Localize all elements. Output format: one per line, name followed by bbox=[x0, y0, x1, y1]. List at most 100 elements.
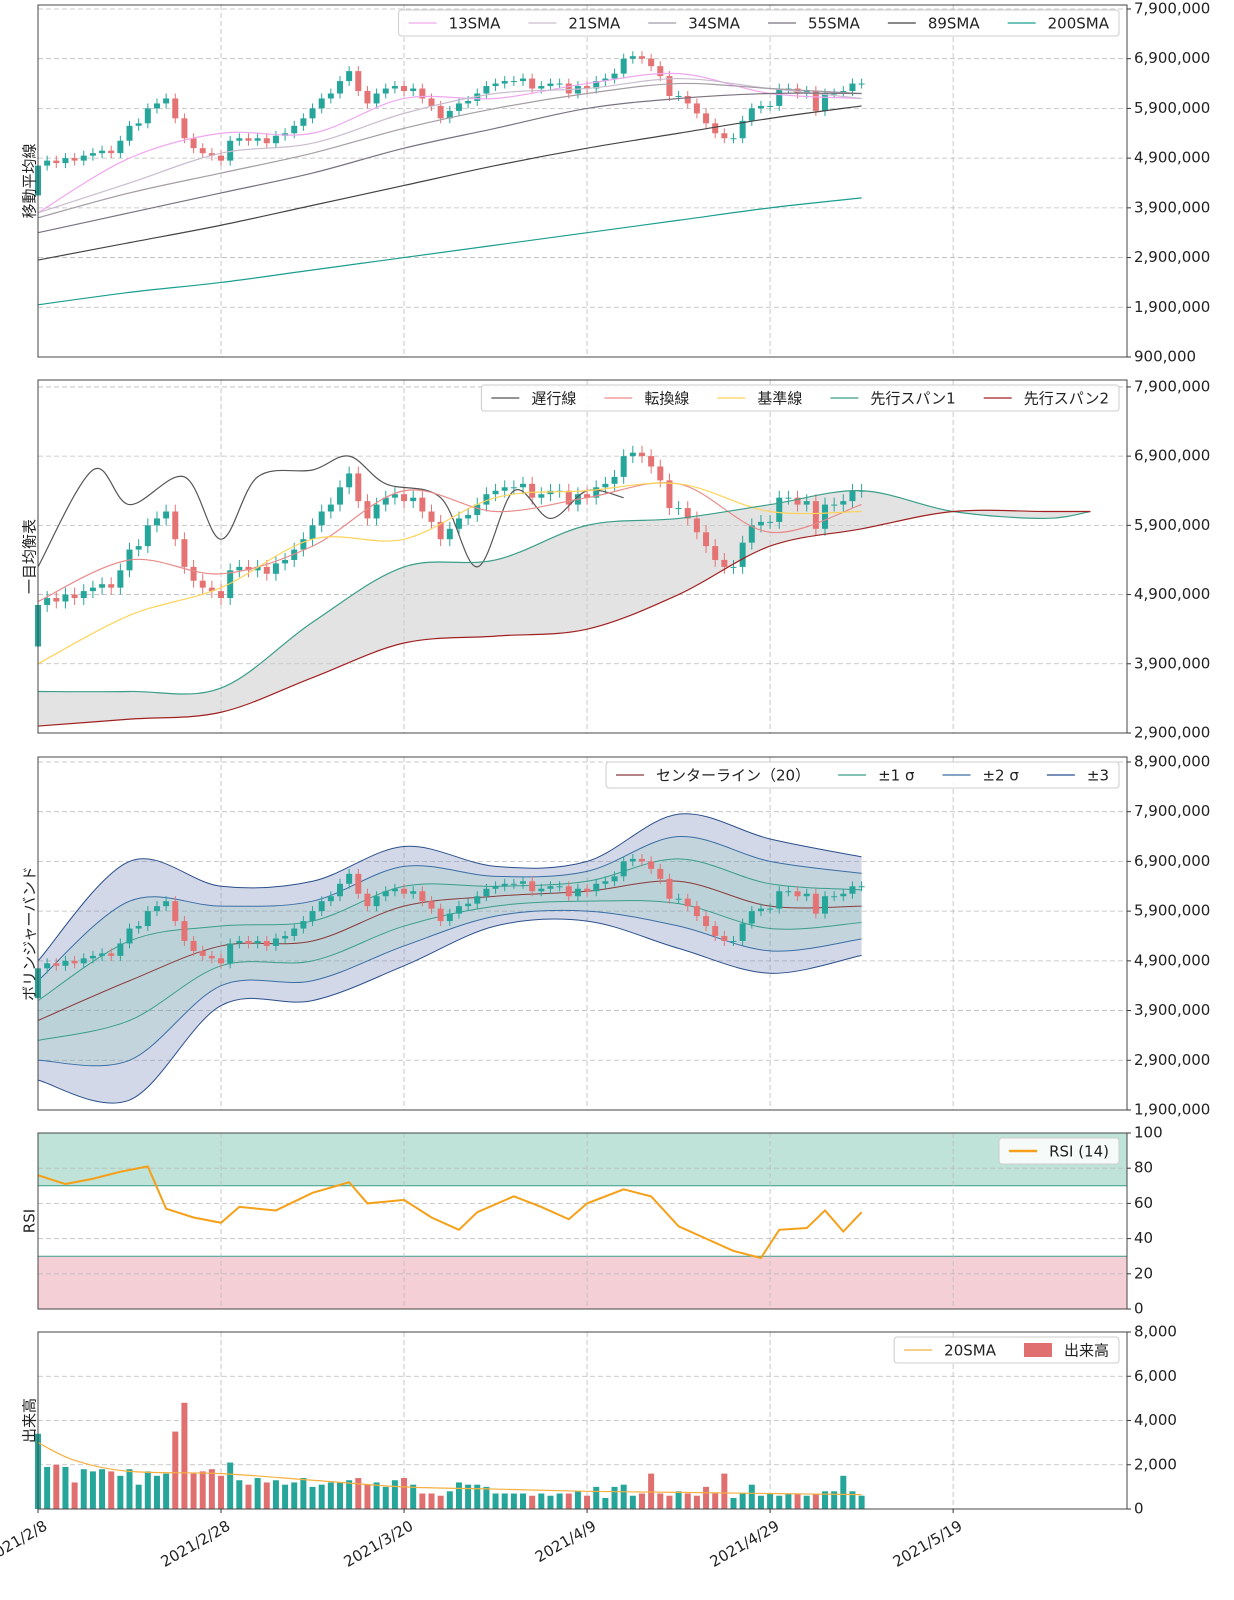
candle-body bbox=[693, 906, 700, 917]
y-tick-label: 1,900,000 bbox=[1134, 298, 1210, 316]
candle-body bbox=[254, 940, 261, 944]
band-lower bbox=[37, 900, 862, 1041]
legend-label: 先行スパン1 bbox=[870, 390, 955, 408]
x-tick-label: 2021/2/8 bbox=[0, 1517, 50, 1566]
candle-body bbox=[272, 135, 279, 144]
candle-body bbox=[822, 896, 829, 914]
candle-body bbox=[227, 570, 234, 599]
y-tick-label: 5,900,000 bbox=[1134, 516, 1210, 534]
candle-body bbox=[245, 566, 252, 571]
candle-body bbox=[117, 140, 124, 154]
candle-body bbox=[373, 93, 380, 104]
legend-box bbox=[398, 9, 1120, 37]
candle-body bbox=[510, 81, 517, 83]
volume-bar bbox=[53, 1464, 60, 1509]
candle-body bbox=[840, 501, 847, 505]
legend-label: 34SMA bbox=[688, 15, 741, 33]
candle-body bbox=[190, 940, 197, 951]
candle-body bbox=[538, 888, 545, 892]
candle-body bbox=[611, 73, 618, 79]
volume-bar bbox=[135, 1484, 142, 1509]
candle-body bbox=[89, 587, 96, 592]
candle-body bbox=[53, 160, 60, 164]
candle-body bbox=[62, 960, 69, 966]
candle-body bbox=[593, 81, 600, 89]
candle-body bbox=[803, 893, 810, 897]
candle-body bbox=[135, 926, 142, 929]
y-tick-label: 2,900,000 bbox=[1134, 724, 1210, 742]
volume-bar bbox=[346, 1480, 353, 1509]
candle-body bbox=[703, 113, 710, 124]
candle-body bbox=[474, 504, 481, 515]
volume-bar bbox=[785, 1493, 792, 1509]
candle-body bbox=[163, 511, 170, 519]
candle-body bbox=[391, 888, 398, 892]
band-lower bbox=[37, 909, 862, 1067]
candle-body bbox=[584, 86, 591, 89]
candle-body bbox=[712, 926, 719, 936]
volume-bar bbox=[282, 1484, 289, 1509]
candle-body bbox=[492, 83, 499, 87]
volume-bar bbox=[80, 1469, 87, 1509]
candle-body bbox=[53, 598, 60, 602]
legend-label: 89SMA bbox=[928, 15, 981, 33]
volume-bar bbox=[428, 1493, 435, 1509]
volume-bar bbox=[675, 1491, 682, 1509]
candle-body bbox=[556, 886, 563, 888]
candle-body bbox=[739, 120, 746, 139]
candle-body bbox=[574, 888, 581, 897]
candle-body bbox=[282, 935, 289, 939]
candle-body bbox=[638, 452, 645, 457]
x-tick-label: 2021/5/19 bbox=[890, 1517, 966, 1571]
volume-bar bbox=[822, 1491, 829, 1509]
candle-body bbox=[153, 518, 160, 526]
candle-body bbox=[108, 584, 115, 588]
y-tick-label: 8,900,000 bbox=[1134, 752, 1210, 770]
candle-body bbox=[483, 494, 490, 505]
candle-body bbox=[455, 906, 462, 914]
candle-body bbox=[208, 587, 215, 592]
candle-body bbox=[199, 148, 206, 154]
candle-body bbox=[584, 888, 591, 892]
candle-body bbox=[785, 497, 792, 499]
volume-bar bbox=[227, 1462, 234, 1509]
candle-body bbox=[208, 153, 215, 156]
candle-body bbox=[529, 881, 536, 892]
volume-bar bbox=[757, 1495, 764, 1509]
candle-body bbox=[309, 911, 316, 922]
volume-bar bbox=[245, 1484, 252, 1509]
volume-bar bbox=[538, 1493, 545, 1509]
volume-bar bbox=[117, 1475, 124, 1509]
y-tick-label: 5,900,000 bbox=[1134, 99, 1210, 117]
candle-body bbox=[446, 110, 453, 119]
candle-body bbox=[199, 950, 206, 956]
candle-body bbox=[71, 960, 78, 964]
volume-bar bbox=[263, 1482, 270, 1509]
candle-body bbox=[346, 473, 353, 488]
volume-bar bbox=[99, 1469, 106, 1509]
candle-body bbox=[657, 466, 664, 481]
volume-bar bbox=[666, 1495, 673, 1509]
candle-body bbox=[483, 86, 490, 94]
candle-body bbox=[144, 911, 151, 927]
candle-body bbox=[794, 497, 801, 505]
candle-body bbox=[849, 83, 856, 92]
volume-bar bbox=[620, 1484, 627, 1509]
candle-body bbox=[849, 886, 856, 894]
volume-bar bbox=[712, 1493, 719, 1509]
candle-body bbox=[172, 901, 179, 922]
sma-line bbox=[37, 77, 862, 214]
candle-body bbox=[712, 546, 719, 560]
legend: センターライン（20） ±1 σ ±2 σ ±3 bbox=[605, 761, 1120, 789]
candle-body bbox=[721, 133, 728, 139]
candle-body bbox=[309, 108, 316, 119]
candle-body bbox=[858, 886, 865, 888]
y-tick-label: 4,000 bbox=[1134, 1411, 1177, 1429]
candle-body bbox=[419, 891, 426, 902]
volume-bar bbox=[236, 1480, 243, 1509]
candle-body bbox=[282, 559, 289, 564]
legend-label: 出来高 bbox=[1064, 1342, 1109, 1360]
candle-body bbox=[602, 881, 609, 884]
y-tick-label: 4,900,000 bbox=[1134, 951, 1210, 969]
